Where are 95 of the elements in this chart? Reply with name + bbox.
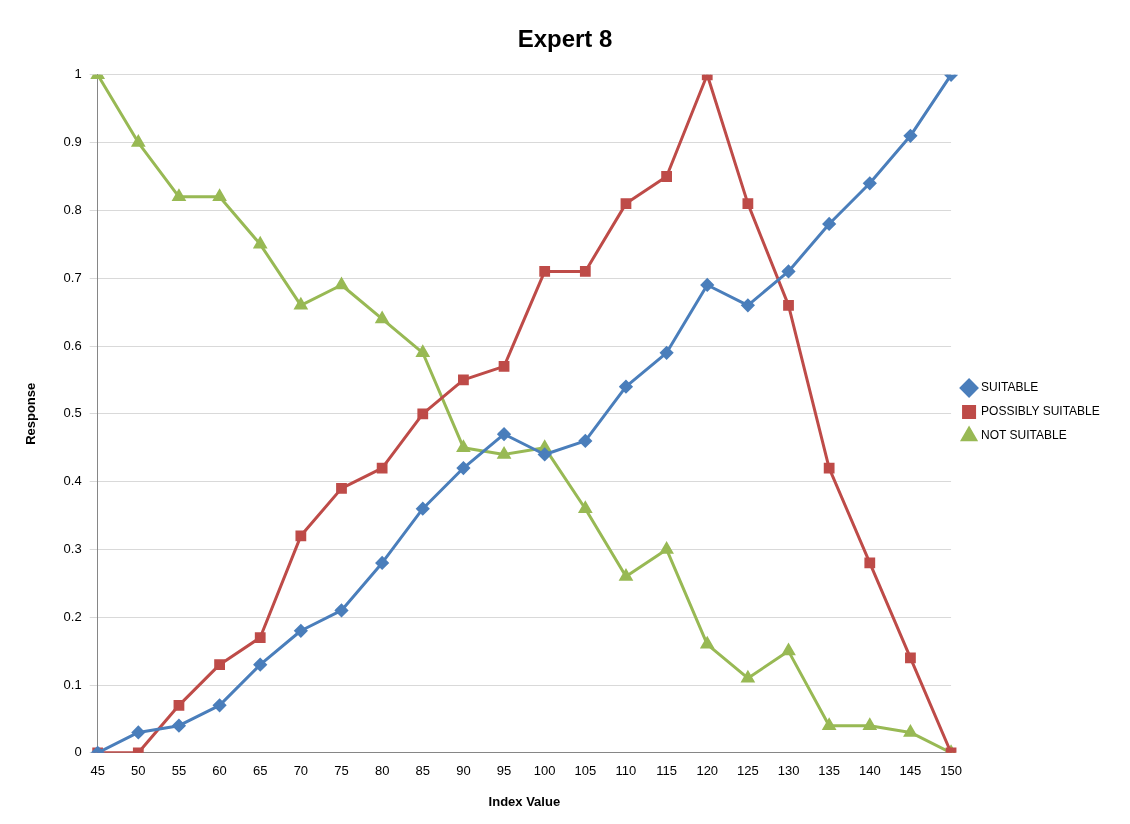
x-tick-label: 150: [940, 763, 962, 779]
x-tick-label: 135: [818, 763, 840, 779]
point: [294, 298, 308, 310]
point: [214, 659, 225, 671]
point: [538, 447, 552, 461]
point: [456, 461, 470, 475]
point: [336, 482, 347, 494]
x-tick-label: 70: [293, 763, 309, 779]
x-tick-label: 55: [171, 763, 187, 779]
point: [903, 129, 917, 143]
legend-label: POSSIBLY SUITABLE: [981, 404, 1100, 419]
y-tick-label: 0.9: [63, 134, 82, 150]
point: [253, 658, 267, 672]
point: [498, 360, 510, 372]
x-tick-label: 80: [374, 763, 390, 779]
point: [741, 671, 755, 683]
point: [660, 542, 673, 554]
y-tick-label: 0.7: [63, 269, 82, 285]
point: [905, 652, 916, 664]
chart-title: Expert 8: [517, 25, 613, 53]
legend-label: NOT SUITABLE: [981, 428, 1067, 443]
y-tick-label: 0.8: [63, 201, 82, 217]
x-tick-label: 120: [696, 763, 719, 779]
point: [335, 277, 348, 290]
x-tick-label: 140: [858, 763, 881, 779]
point: [700, 278, 714, 292]
point: [579, 266, 591, 277]
x-axis-title: Index Value: [488, 793, 561, 809]
point: [335, 603, 348, 617]
point: [822, 217, 836, 231]
point: [172, 189, 186, 202]
point: [619, 569, 633, 581]
point: [213, 189, 226, 202]
x-tick-label: 100: [533, 763, 556, 779]
point: [863, 718, 877, 730]
x-tick-label: 50: [131, 763, 146, 779]
point: [783, 299, 794, 311]
x-tick-label: 85: [415, 763, 431, 779]
point: [497, 427, 511, 441]
point: [578, 434, 592, 448]
x-tick-label: 115: [656, 763, 677, 779]
y-tick-label: 0.1: [63, 676, 82, 692]
x-tick-label: 145: [899, 763, 922, 779]
point: [375, 556, 389, 570]
point: [132, 135, 145, 147]
point: [863, 176, 877, 190]
point: [539, 266, 551, 277]
y-tick-label: 0.3: [63, 540, 82, 556]
point: [660, 346, 674, 360]
point: [254, 632, 266, 643]
y-axis-title: Response: [23, 382, 39, 445]
x-tick-label: 105: [574, 763, 597, 779]
x-tick-label: 45: [90, 763, 105, 779]
y-tick-label: 0.5: [63, 405, 82, 421]
point: [213, 698, 227, 712]
point: [172, 719, 186, 733]
point: [294, 624, 308, 638]
x-tick-label: 75: [334, 763, 349, 779]
point: [416, 345, 430, 358]
point: [700, 637, 714, 649]
point: [253, 237, 267, 249]
y-tick-label: 0.6: [63, 337, 82, 353]
point: [823, 462, 835, 474]
point: [742, 198, 754, 210]
point: [741, 298, 755, 312]
x-tick-label: 130: [777, 763, 800, 779]
point: [458, 374, 469, 386]
point: [822, 718, 836, 730]
y-tick-label: 0: [74, 744, 82, 760]
point: [131, 725, 145, 739]
point: [661, 171, 672, 182]
x-tick-label: 60: [212, 763, 227, 779]
legend-label: SUITABLE: [981, 380, 1039, 395]
y-tick-label: 1: [74, 66, 82, 82]
point: [579, 501, 592, 513]
point: [376, 462, 388, 474]
point: [782, 264, 796, 278]
point: [295, 530, 307, 542]
x-tick-label: 65: [252, 763, 268, 779]
x-tick-label: 95: [496, 763, 512, 779]
point: [864, 557, 876, 569]
point: [417, 408, 429, 420]
y-tick-label: 0.2: [63, 608, 82, 624]
x-tick-label: 125: [737, 763, 759, 779]
point: [173, 699, 185, 711]
point: [619, 380, 633, 394]
x-tick-label: 90: [456, 763, 471, 779]
x-tick-label: 110: [615, 763, 637, 779]
point: [416, 502, 430, 516]
point: [904, 725, 917, 737]
point: [375, 311, 389, 324]
point: [457, 440, 470, 452]
point: [497, 447, 511, 459]
point: [620, 198, 632, 210]
y-tick-label: 0.4: [63, 473, 82, 489]
